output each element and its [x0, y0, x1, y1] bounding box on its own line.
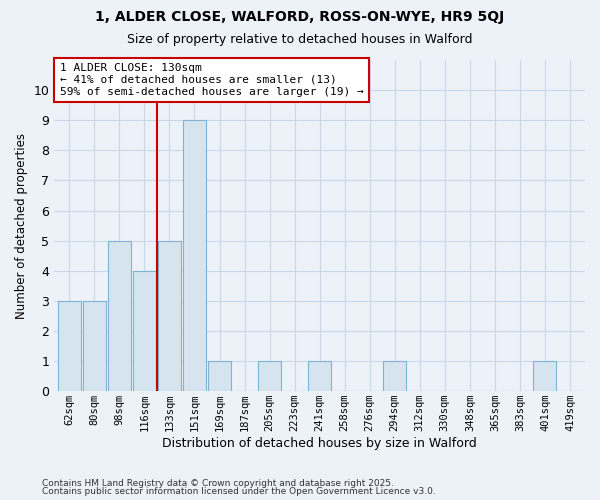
Text: Contains public sector information licensed under the Open Government Licence v3: Contains public sector information licen… [42, 487, 436, 496]
Bar [533, 361, 556, 391]
Bar [308, 361, 331, 391]
X-axis label: Distribution of detached houses by size in Walford: Distribution of detached houses by size … [162, 437, 477, 450]
Y-axis label: Number of detached properties: Number of detached properties [15, 132, 28, 318]
Bar [133, 270, 156, 391]
Bar [383, 361, 406, 391]
Bar [208, 361, 231, 391]
Bar [158, 240, 181, 391]
Bar [258, 361, 281, 391]
Bar [108, 240, 131, 391]
Text: Contains HM Land Registry data © Crown copyright and database right 2025.: Contains HM Land Registry data © Crown c… [42, 478, 394, 488]
Text: 1 ALDER CLOSE: 130sqm
← 41% of detached houses are smaller (13)
59% of semi-deta: 1 ALDER CLOSE: 130sqm ← 41% of detached … [59, 64, 364, 96]
Text: Size of property relative to detached houses in Walford: Size of property relative to detached ho… [127, 32, 473, 46]
Bar [58, 301, 81, 391]
Bar [183, 120, 206, 391]
Bar [83, 301, 106, 391]
Text: 1, ALDER CLOSE, WALFORD, ROSS-ON-WYE, HR9 5QJ: 1, ALDER CLOSE, WALFORD, ROSS-ON-WYE, HR… [95, 10, 505, 24]
